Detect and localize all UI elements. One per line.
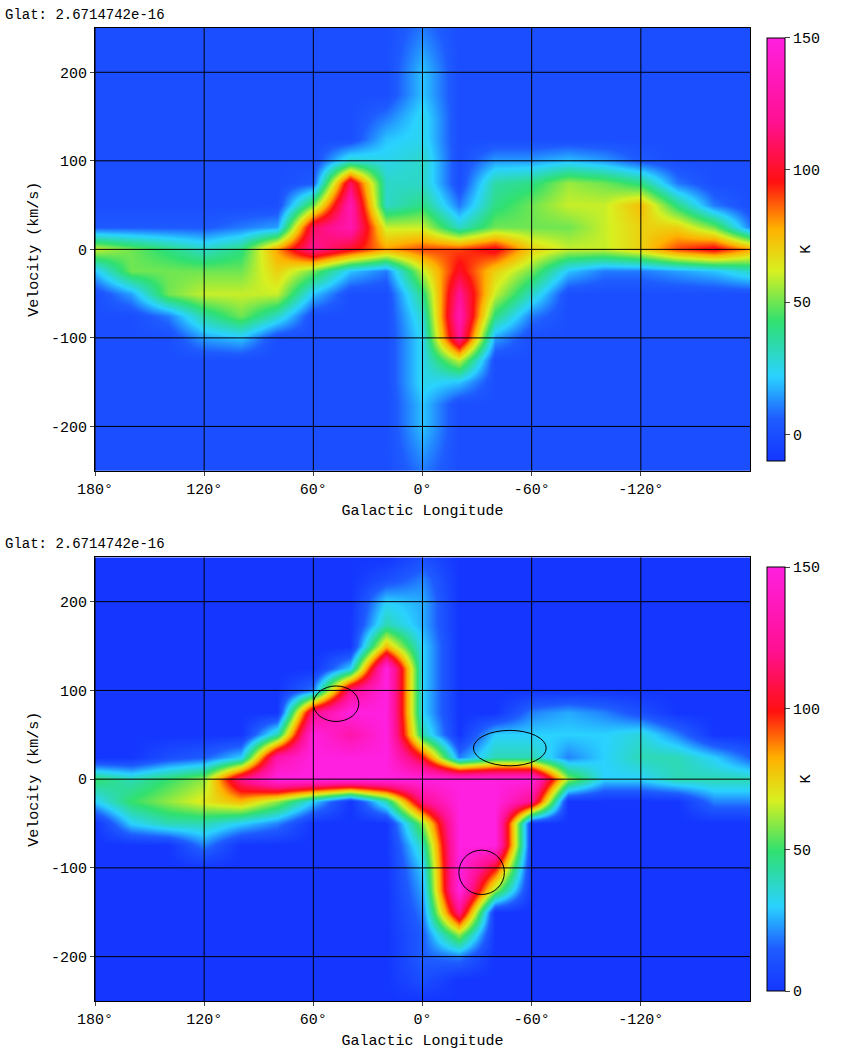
svg-text:Glat: 2.6714742e-16: Glat: 2.6714742e-16: [5, 536, 165, 552]
svg-text:-200: -200: [51, 950, 87, 967]
svg-text:-120°: -120°: [618, 1012, 663, 1029]
svg-text:150: 150: [793, 31, 820, 48]
svg-text:Glat: 2.6714742e-16: Glat: 2.6714742e-16: [5, 7, 165, 23]
svg-text:100: 100: [793, 702, 820, 719]
svg-text:0°: 0°: [413, 482, 431, 499]
svg-text:150: 150: [793, 560, 820, 577]
svg-text:Velocity (km/s): Velocity (km/s): [26, 182, 43, 317]
svg-text:120°: 120°: [186, 482, 222, 499]
svg-text:0: 0: [78, 243, 87, 260]
svg-text:-60°: -60°: [514, 1012, 550, 1029]
svg-text:180°: 180°: [77, 482, 113, 499]
svg-text:180°: 180°: [77, 1012, 113, 1029]
svg-text:60°: 60°: [300, 1012, 327, 1029]
svg-text:100: 100: [793, 163, 820, 180]
svg-text:100: 100: [60, 684, 87, 701]
svg-text:0: 0: [78, 772, 87, 789]
svg-text:-100: -100: [51, 861, 87, 878]
svg-text:120°: 120°: [186, 1012, 222, 1029]
svg-text:Galactic Longitude: Galactic Longitude: [341, 1033, 503, 1050]
svg-text:50: 50: [793, 295, 811, 312]
svg-text:K: K: [798, 245, 815, 254]
svg-text:-200: -200: [51, 420, 87, 437]
svg-text:-100: -100: [51, 331, 87, 348]
svg-text:Velocity (km/s): Velocity (km/s): [26, 712, 43, 847]
svg-text:200: 200: [60, 595, 87, 612]
svg-text:0: 0: [793, 428, 802, 445]
svg-text:-120°: -120°: [618, 482, 663, 499]
svg-text:0: 0: [793, 984, 802, 1001]
svg-text:50: 50: [793, 843, 811, 860]
svg-text:0°: 0°: [413, 1012, 431, 1029]
svg-text:200: 200: [60, 66, 87, 83]
svg-text:Galactic Longitude: Galactic Longitude: [341, 503, 503, 520]
svg-text:60°: 60°: [300, 482, 327, 499]
svg-text:K: K: [798, 774, 815, 783]
svg-text:-60°: -60°: [514, 482, 550, 499]
svg-text:100: 100: [60, 154, 87, 171]
